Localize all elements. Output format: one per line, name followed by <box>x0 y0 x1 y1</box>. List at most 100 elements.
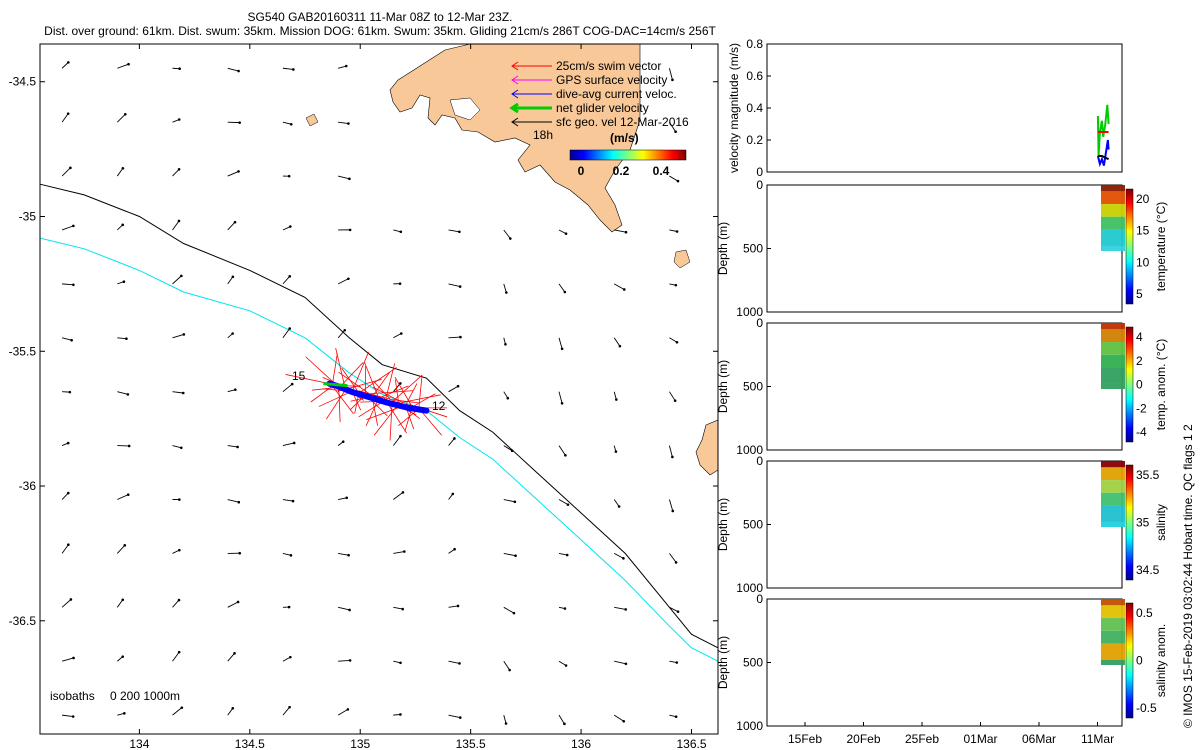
current-vector-head <box>346 708 350 711</box>
time-xtick-label: 01Mar <box>963 732 997 746</box>
salinity_anomaly-colorbar-tick: 0.5 <box>1136 606 1153 620</box>
current-vector-head <box>121 223 125 227</box>
temp_anomaly-colorbar <box>1125 326 1134 443</box>
current-vector <box>448 605 459 608</box>
current-vector-head <box>624 608 627 611</box>
current-vector-head <box>289 122 293 126</box>
swim-vector <box>330 383 354 414</box>
current-vector <box>61 113 69 123</box>
current-vector-head <box>72 656 75 660</box>
current-vector <box>61 599 72 608</box>
current-vector-head <box>671 509 675 513</box>
temp_anomaly-profile-cell <box>1101 323 1125 330</box>
temp_anomaly-ylabel: Depth (m) <box>716 360 730 413</box>
current-vector-head <box>505 291 508 294</box>
current-vector <box>613 337 621 347</box>
time-xtick-label: 20Feb <box>846 732 880 746</box>
salinity-profile-cell <box>1101 521 1125 528</box>
current-vector-head <box>676 179 680 183</box>
salinity-ytick-label: 1000 <box>736 581 763 595</box>
current-vector <box>172 445 182 449</box>
current-vector-head <box>458 662 461 665</box>
legend-arrowhead <box>511 75 519 85</box>
net-glider-velocity-arrow <box>323 382 348 388</box>
current-vector-head <box>622 288 626 291</box>
current-vector <box>338 659 351 662</box>
current-vector-head <box>504 342 507 346</box>
current-vector-head <box>348 659 352 662</box>
current-vector-head <box>510 449 514 452</box>
current-vector <box>61 657 74 662</box>
surface-current-vectors <box>61 61 680 726</box>
current-vector <box>613 499 620 507</box>
legend-arrowhead <box>509 102 519 114</box>
map-colorbar-tick-label: 0 <box>578 164 585 178</box>
current-vector-head <box>618 344 622 348</box>
current-vector-head <box>565 553 569 557</box>
current-vector <box>227 67 239 72</box>
current-vector <box>227 601 239 608</box>
map-colorbar <box>569 149 687 161</box>
temperature-colorbar-tick: 20 <box>1136 192 1150 206</box>
current-vector <box>227 708 234 716</box>
current-vector-head <box>123 544 127 547</box>
current-vector-head <box>289 655 292 659</box>
current-vector-head <box>348 608 351 612</box>
current-vector-head <box>180 706 184 709</box>
current-vector <box>172 651 180 662</box>
current-vector <box>282 121 292 125</box>
map-colorbar-tick-label: 0.2 <box>613 164 630 178</box>
map-xtick-label: 135 <box>350 737 370 750</box>
current-vector-head <box>514 554 517 557</box>
current-vector <box>558 499 569 506</box>
map-ytick-label: -36.5 <box>9 614 37 628</box>
current-vector-head <box>66 112 70 115</box>
current-vector-head <box>66 491 70 495</box>
salinity_anomaly-panel-frame <box>766 598 1123 727</box>
salinity_anomaly-profile-cell <box>1101 630 1125 644</box>
current-vector-head <box>675 230 679 233</box>
current-vector <box>117 494 129 500</box>
current-vector-head <box>512 611 516 615</box>
salinity-profile-cell <box>1101 492 1125 506</box>
time-xtick-label: 15Feb <box>788 732 822 746</box>
velocity-panel-frame <box>766 43 1123 173</box>
current-vector-head <box>287 174 291 178</box>
current-vector-head <box>615 398 618 401</box>
current-vector-head <box>348 228 352 232</box>
current-vector-head <box>233 220 237 224</box>
current-vector <box>613 283 625 290</box>
current-vector-head <box>288 705 291 709</box>
velocity-ytick-label: 0.8 <box>746 37 763 51</box>
current-vector <box>392 435 401 446</box>
current-vector-head <box>456 384 460 388</box>
current-vector <box>172 391 184 394</box>
salinity_anomaly-profile-cell <box>1101 599 1125 606</box>
map-ytick-label: -35.5 <box>9 344 37 358</box>
current-vector-head <box>236 600 240 604</box>
temperature-ytick-label: 1000 <box>736 305 763 319</box>
temperature-panel-frame <box>766 184 1123 313</box>
current-vector <box>282 383 293 393</box>
temp_anomaly-ytick-label: 0 <box>756 316 763 330</box>
current-vector <box>668 68 673 80</box>
current-vector-head <box>71 715 75 718</box>
swim-vector <box>348 378 382 389</box>
map-xtick-label: 135.5 <box>456 737 486 750</box>
current-vector-head <box>238 121 241 124</box>
current-vector <box>448 438 455 446</box>
current-vector <box>503 229 511 239</box>
current-vector <box>227 389 236 393</box>
current-vector-head <box>231 332 234 335</box>
current-vector-head <box>347 122 350 125</box>
current-vector <box>393 551 405 554</box>
current-vector <box>227 445 238 448</box>
current-vector-head <box>622 557 625 560</box>
current-vector-head <box>622 719 626 723</box>
legend-arrowhead <box>511 117 519 127</box>
current-vector-head <box>236 445 239 449</box>
current-vector <box>614 660 627 665</box>
current-vector <box>613 714 624 722</box>
